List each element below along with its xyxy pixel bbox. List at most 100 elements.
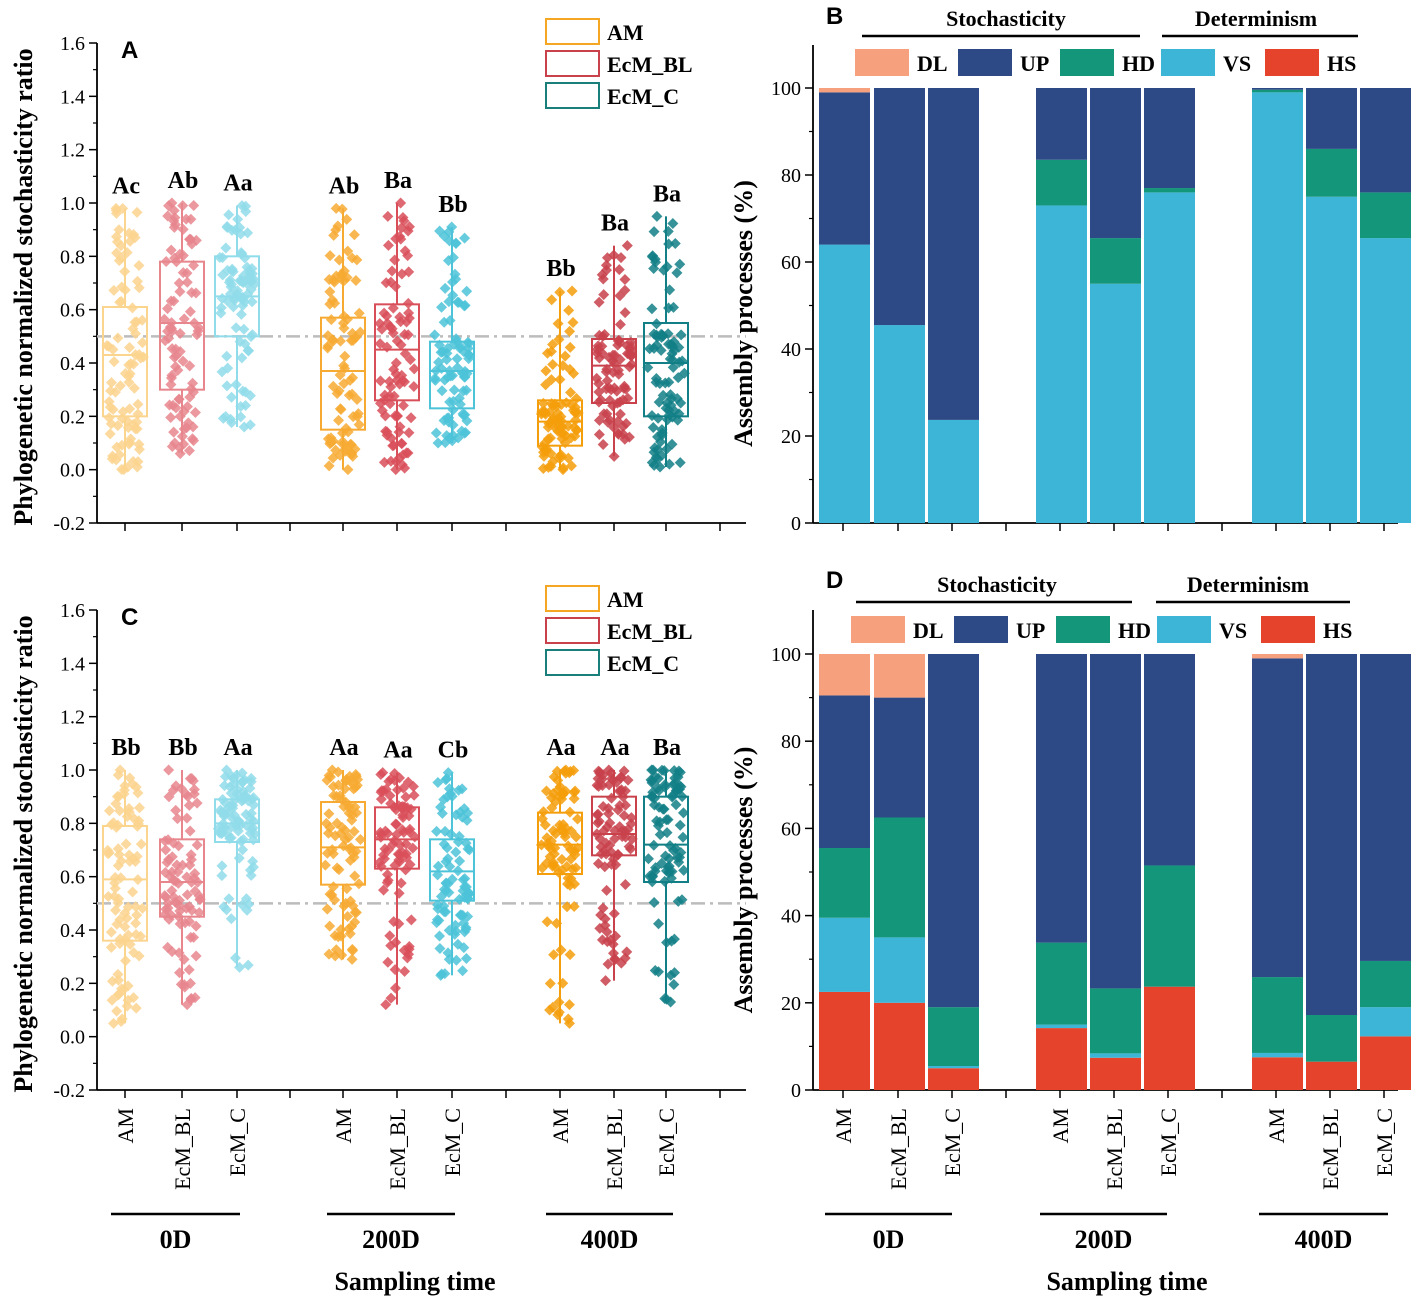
data-point (382, 956, 394, 968)
data-point (443, 887, 455, 899)
box-200D-AM: Ab (320, 173, 366, 476)
data-point (553, 996, 565, 1008)
data-point (375, 375, 387, 387)
data-point (617, 421, 629, 433)
data-point (165, 372, 177, 384)
data-point (338, 310, 350, 322)
box-iqr (429, 340, 475, 410)
data-point (181, 276, 193, 288)
legend-swatch (1161, 49, 1215, 76)
data-point (346, 814, 358, 826)
data-point (214, 804, 226, 816)
data-point (663, 867, 675, 879)
data-point (619, 785, 631, 797)
data-point (236, 276, 248, 288)
data-point (450, 809, 462, 821)
data-point (161, 857, 173, 869)
data-point (129, 855, 141, 867)
data-point (674, 457, 686, 469)
data-point (655, 344, 667, 356)
data-point (593, 386, 605, 398)
data-point (174, 286, 186, 298)
header-determinism: Determinism (1187, 572, 1309, 597)
data-point (190, 950, 202, 962)
box-iqr (374, 303, 420, 402)
data-point (242, 959, 254, 971)
significance-label: Bb (546, 256, 575, 282)
data-point (391, 818, 403, 830)
data-point (324, 822, 336, 834)
data-point (120, 838, 132, 850)
bar-segment-UP (1360, 88, 1411, 193)
data-point (111, 1005, 123, 1017)
data-point (348, 229, 360, 241)
data-point (593, 414, 605, 426)
legend-swatch (1265, 49, 1319, 76)
bar-segment-HD (1090, 988, 1141, 1054)
data-point (108, 1017, 120, 1029)
data-point (171, 859, 183, 871)
data-point (235, 411, 247, 423)
data-point (646, 456, 658, 468)
data-point (166, 343, 178, 355)
data-point (177, 355, 189, 367)
y-tick-label: 0.4 (60, 353, 85, 375)
data-point (596, 340, 608, 352)
legend-label: EcM_BL (607, 619, 693, 644)
bar-segment-HD (819, 848, 870, 918)
data-point (380, 999, 392, 1011)
data-point (190, 234, 202, 246)
data-point (619, 433, 631, 445)
data-point (666, 935, 678, 947)
legend-swatch (545, 82, 600, 109)
box-0D-EcM_BL: Bb (159, 735, 206, 1011)
data-point (668, 979, 680, 991)
box-iqr (159, 838, 205, 918)
data-point (389, 254, 401, 266)
data-point (598, 845, 610, 857)
data-point (348, 851, 360, 863)
data-point (432, 777, 444, 789)
data-point (114, 933, 126, 945)
box-iqr (643, 322, 689, 418)
group-label: 0D (873, 1225, 905, 1254)
data-point (671, 393, 683, 405)
y-tick-label: 0 (791, 1080, 801, 1102)
bar-segment-HS (928, 1068, 979, 1090)
box-iqr (214, 798, 260, 843)
data-point (217, 269, 229, 281)
data-point (225, 913, 237, 925)
box-iqr (591, 795, 637, 857)
data-point (105, 926, 117, 938)
y-tick-label: 20 (781, 993, 801, 1015)
data-point (559, 831, 571, 843)
y-axis-title: Phylogenetic normalized stochasticity ra… (9, 615, 38, 1092)
box-400D-EcM_C: Ba (642, 181, 690, 473)
bar-segment-UP (874, 88, 925, 326)
y-tick-label: 0.2 (60, 973, 85, 995)
legend-swatch (545, 649, 600, 676)
data-point (345, 334, 357, 346)
data-point (600, 264, 612, 276)
data-point (591, 809, 603, 821)
data-point (130, 328, 142, 340)
data-point (127, 778, 139, 790)
data-point (447, 395, 459, 407)
y-tick-label: 1.2 (60, 707, 85, 729)
data-point (225, 832, 237, 844)
data-point (323, 808, 335, 820)
data-point (675, 781, 687, 793)
data-point (124, 235, 136, 247)
data-point (348, 825, 360, 837)
data-point (450, 954, 462, 966)
data-point (569, 785, 581, 797)
data-point (562, 840, 574, 852)
data-point (546, 802, 558, 814)
bar-segment-VS (1360, 238, 1411, 523)
data-point (398, 944, 410, 956)
data-point (452, 432, 464, 444)
data-point (672, 895, 684, 907)
data-point (442, 947, 454, 959)
legend-swatch (1056, 616, 1110, 643)
x-category-label: AM (1264, 1108, 1289, 1143)
